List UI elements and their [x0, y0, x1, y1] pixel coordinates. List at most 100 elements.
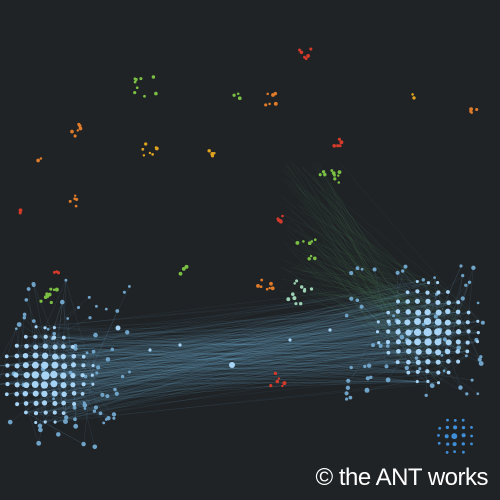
blue-node: [401, 269, 404, 272]
blue-node: [438, 427, 441, 430]
blue-node: [36, 441, 41, 446]
satellite-node: [470, 111, 473, 114]
satellite-node: [143, 95, 146, 98]
blue-node: [471, 266, 475, 270]
hub-node: [467, 311, 471, 315]
blue-node: [100, 393, 104, 397]
satellite-node: [274, 92, 277, 95]
hub-node: [414, 329, 421, 336]
satellite-node: [151, 153, 154, 156]
hub-node: [386, 340, 390, 344]
blue-node: [471, 379, 474, 382]
hub-node: [34, 401, 39, 406]
bridge-node: [148, 348, 151, 351]
blue-node: [470, 426, 473, 429]
hub-node: [34, 411, 38, 415]
hub-node: [405, 329, 411, 335]
blue-node: [458, 385, 462, 389]
satellite-node: [469, 107, 473, 111]
blue-node: [438, 442, 441, 445]
blue-node: [363, 365, 366, 368]
hub-node: [53, 345, 58, 350]
hub-node: [386, 311, 390, 315]
hub-node: [41, 381, 48, 388]
blue-node: [112, 417, 115, 420]
hub-node: [476, 340, 479, 343]
hub-node: [41, 371, 49, 379]
hub-node: [435, 349, 441, 355]
blue-node: [349, 271, 353, 275]
bridge-node: [328, 328, 331, 331]
blue-node: [396, 271, 400, 275]
blue-node: [47, 328, 50, 331]
satellite-node: [274, 372, 277, 375]
blue-node: [94, 405, 98, 409]
blue-node: [373, 267, 377, 271]
blue-node: [56, 432, 61, 437]
hub-node: [32, 352, 38, 358]
hub-node: [15, 344, 19, 348]
hub-node: [24, 401, 29, 406]
blue-node: [453, 442, 457, 446]
satellite-node: [295, 241, 299, 245]
blue-node: [115, 392, 119, 396]
satellite-node: [338, 170, 342, 174]
hub-node: [82, 355, 86, 359]
blue-node: [476, 392, 479, 395]
hub-node: [446, 300, 451, 305]
satellite-node: [281, 385, 283, 387]
satellite-node: [237, 93, 240, 96]
hub-node: [447, 371, 451, 375]
blue-node: [451, 433, 457, 439]
hub-node: [424, 318, 431, 325]
hub-node: [50, 371, 57, 378]
blue-node: [346, 379, 350, 383]
blue-node: [73, 417, 77, 421]
hub-node: [34, 421, 37, 424]
blue-node: [430, 383, 435, 388]
hub-node: [71, 345, 75, 349]
blue-node: [113, 388, 117, 392]
blue-node: [371, 343, 375, 347]
satellite-node: [303, 56, 306, 59]
blue-node: [88, 296, 91, 299]
hub-node: [415, 299, 420, 304]
blue-node: [66, 317, 69, 320]
hub-node: [434, 328, 441, 335]
hub-node: [33, 345, 38, 350]
satellite-node: [314, 238, 317, 241]
blue-node: [446, 451, 449, 454]
hub-node: [377, 320, 380, 323]
blue-node: [454, 419, 457, 422]
hub-node: [405, 299, 410, 304]
hub-node: [72, 391, 77, 396]
blue-node: [446, 426, 449, 429]
blue-node: [38, 428, 43, 433]
edge: [0, 329, 16, 366]
satellite-node: [332, 144, 336, 148]
hub-node: [5, 373, 9, 377]
blue-node: [52, 397, 55, 400]
hub-node: [416, 370, 420, 374]
satellite-node: [274, 102, 278, 106]
hub-node: [72, 402, 76, 406]
blue-node: [462, 419, 465, 422]
blue-node: [386, 378, 391, 383]
hub-node: [60, 382, 66, 388]
hub-node: [395, 329, 400, 334]
blue-node: [433, 276, 436, 279]
satellite-node: [309, 47, 312, 50]
satellite-node: [292, 296, 296, 300]
satellite-node: [36, 159, 40, 163]
hub-node: [70, 373, 75, 378]
blue-node: [63, 419, 68, 424]
bridge-node: [116, 326, 121, 331]
blue-node: [404, 265, 408, 269]
blue-node: [345, 314, 349, 318]
hub-node: [61, 392, 66, 397]
hub-node: [33, 391, 39, 397]
blue-node: [468, 281, 471, 284]
hub-node: [82, 382, 86, 386]
satellite-node: [264, 103, 267, 106]
hub-node: [414, 338, 421, 345]
